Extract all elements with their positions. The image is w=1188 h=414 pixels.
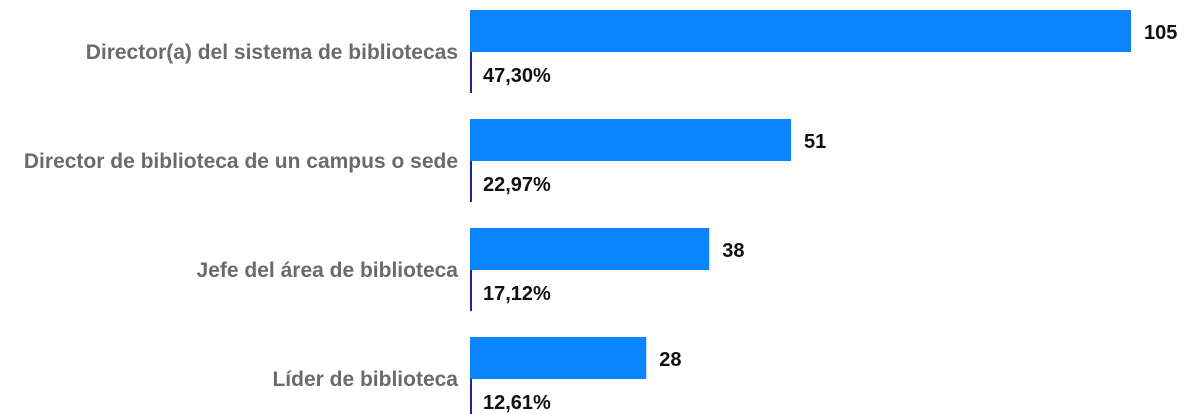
value-label-1: 105 xyxy=(1144,22,1177,44)
value-label-3: 38 xyxy=(722,240,744,262)
category-label-2: Director de biblioteca de un campus o se… xyxy=(24,150,458,173)
percentage-label-4: 12,61% xyxy=(483,392,551,414)
bar-3 xyxy=(470,228,710,270)
percentage-label-2: 22,97% xyxy=(483,174,551,196)
category-label-3: Jefe del área de biblioteca xyxy=(197,259,459,282)
value-label-4: 28 xyxy=(659,349,681,371)
chart-rows: Director(a) del sistema de bibliotecas 10… xyxy=(24,10,1177,414)
bar-2 xyxy=(470,119,792,161)
category-label-1: Director(a) del sistema de bibliotecas xyxy=(86,41,458,64)
value-label-2: 51 xyxy=(804,131,826,153)
percentage-label-3: 17,12% xyxy=(483,283,551,305)
bar-4 xyxy=(470,337,647,379)
bar-1 xyxy=(470,10,1131,52)
category-label-4: Líder de biblioteca xyxy=(272,368,458,391)
percentage-label-1: 47,30% xyxy=(483,65,551,87)
